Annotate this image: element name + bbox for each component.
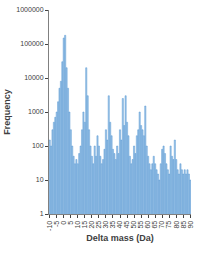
svg-text:10000: 10000	[24, 74, 44, 81]
svg-text:100000: 100000	[20, 40, 43, 47]
svg-text:Frequency: Frequency	[2, 89, 12, 135]
svg-text:-10: -10	[46, 221, 53, 231]
svg-text:1: 1	[40, 210, 44, 217]
svg-text:85: 85	[180, 221, 187, 229]
svg-text:10: 10	[36, 176, 44, 183]
svg-text:5: 5	[67, 221, 74, 225]
svg-text:25: 25	[95, 221, 102, 229]
svg-text:20: 20	[88, 221, 95, 229]
svg-text:65: 65	[151, 221, 158, 229]
svg-text:10: 10	[74, 221, 81, 229]
svg-text:-5: -5	[53, 221, 60, 227]
svg-text:40: 40	[116, 221, 123, 229]
svg-text:50: 50	[130, 221, 137, 229]
svg-text:70: 70	[158, 221, 165, 229]
svg-text:90: 90	[187, 221, 194, 229]
svg-text:55: 55	[137, 221, 144, 229]
svg-text:35: 35	[109, 221, 116, 229]
svg-text:80: 80	[173, 221, 180, 229]
svg-text:0: 0	[60, 221, 67, 225]
svg-text:1000: 1000	[28, 108, 44, 115]
svg-text:75: 75	[165, 221, 172, 229]
svg-text:15: 15	[81, 221, 88, 229]
svg-text:Delta mass (Da): Delta mass (Da)	[86, 233, 154, 243]
svg-text:60: 60	[144, 221, 151, 229]
svg-text:30: 30	[102, 221, 109, 229]
svg-text:45: 45	[123, 221, 130, 229]
svg-text:100: 100	[32, 142, 44, 149]
svg-text:1000000: 1000000	[16, 6, 43, 13]
